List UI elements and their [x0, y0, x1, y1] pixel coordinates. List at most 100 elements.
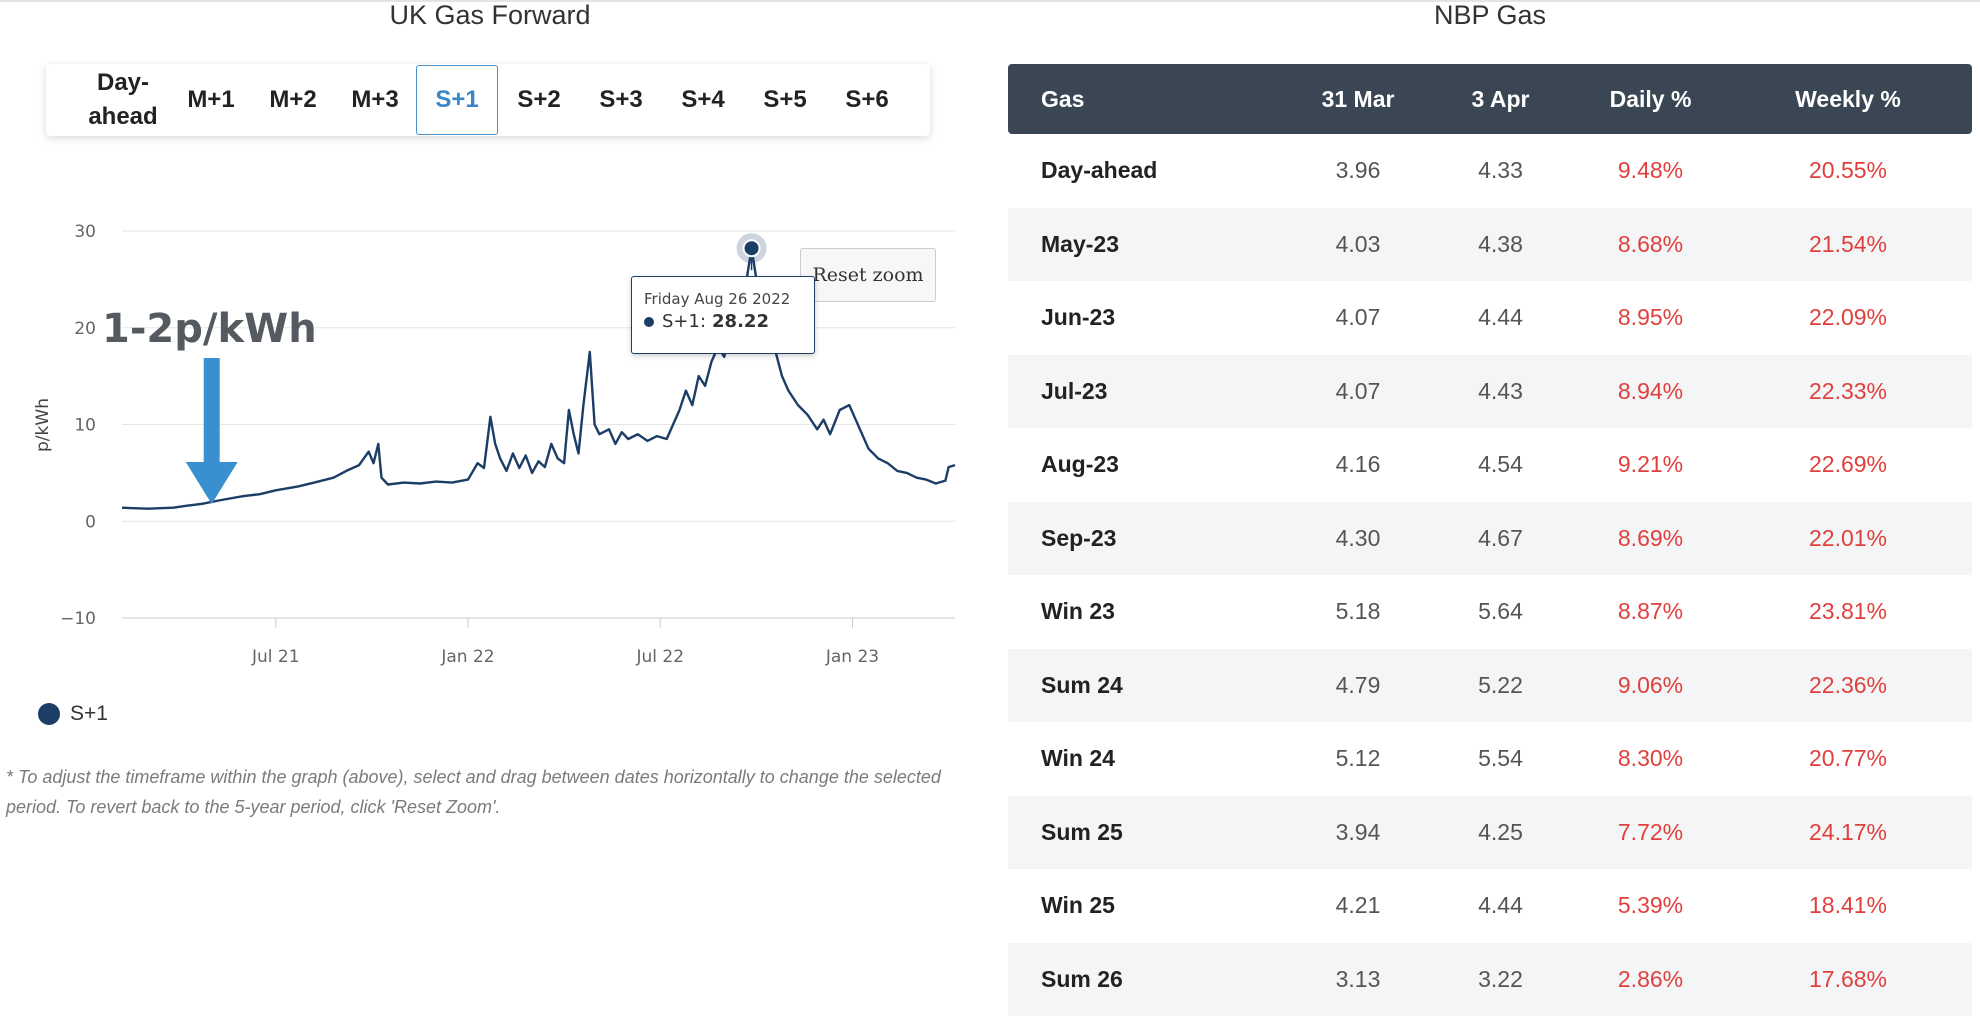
table-row: Win 23 5.18 5.64 8.87% 23.81%: [1008, 575, 1972, 649]
cell-daily-pct: 7.72%: [1617, 818, 1684, 845]
y-tick-label: 0: [85, 512, 96, 532]
cell-daily-pct: 8.68%: [1617, 230, 1684, 257]
tab-s-4[interactable]: S+4: [681, 86, 725, 113]
cell-value-1: 5.18: [1335, 598, 1381, 625]
cell-value-2: 4.33: [1478, 157, 1523, 184]
cell-weekly-pct: 22.36%: [1808, 671, 1887, 698]
cell-value-2: 4.44: [1478, 892, 1523, 919]
table-row: Win 25 4.21 4.44 5.39% 18.41%: [1008, 869, 1972, 943]
cell-value-2: 4.43: [1478, 377, 1523, 404]
cell-value-2: 4.54: [1478, 451, 1523, 478]
legend-label[interactable]: S+1: [70, 702, 108, 725]
reset-zoom-button[interactable]: Reset zoom: [800, 248, 936, 302]
cell-value-1: 4.07: [1335, 377, 1381, 404]
chart-area[interactable]: 30 20 10 0 −10 Jul 21 Jan 22 Jul 22 Jan 23 p/kWh: [0, 140, 980, 780]
cell-contract: Jul-23: [1041, 377, 1108, 404]
x-tick-label: Jan 23: [825, 647, 879, 667]
tab-day-ahead[interactable]: Day-ahead: [88, 69, 158, 130]
cell-contract: May-23: [1041, 230, 1119, 257]
top-rule: [0, 0, 1980, 2]
cell-value-1: 4.30: [1335, 524, 1381, 551]
tab-s-1[interactable]: S+1: [416, 65, 498, 135]
tooltip-row: S+1: 28.22: [644, 309, 814, 335]
table-row: Jun-23 4.07 4.44 8.95% 22.09%: [1008, 281, 1972, 355]
cell-daily-pct: 9.06%: [1617, 671, 1684, 698]
cell-daily-pct: 9.48%: [1617, 157, 1684, 184]
cell-daily-pct: 9.21%: [1617, 451, 1684, 478]
header-date-1: 31 Mar: [1321, 85, 1395, 112]
cell-value-1: 4.79: [1335, 671, 1381, 698]
chart-tooltip: Friday Aug 26 2022 S+1: 28.22: [631, 276, 815, 354]
legend-dot-icon: [38, 703, 60, 725]
table-header: Gas 31 Mar 3 Apr Daily % Weekly %: [1008, 64, 1972, 134]
cell-value-1: 4.03: [1335, 230, 1381, 257]
table-title: NBP Gas: [1433, 0, 1547, 30]
chart-legend[interactable]: S+1: [38, 702, 108, 726]
contract-tabs: Day-ahead M+1 M+2 M+3 S+1 S+2 S+3 S+4 S+5 S+6: [46, 64, 930, 136]
tooltip-series: S+1:: [662, 311, 707, 332]
cell-contract: Jun-23: [1041, 304, 1116, 331]
cell-value-2: 4.44: [1478, 304, 1523, 331]
table-row: Aug-23 4.16 4.54 9.21% 22.69%: [1008, 428, 1972, 502]
cell-weekly-pct: 20.77%: [1808, 745, 1887, 772]
cell-weekly-pct: 20.55%: [1808, 157, 1887, 184]
cell-contract: Aug-23: [1041, 451, 1119, 478]
x-tick-label: Jul 22: [635, 647, 684, 667]
cell-contract: Sum 24: [1041, 671, 1123, 698]
tab-m-1[interactable]: M+1: [187, 86, 235, 113]
cell-weekly-pct: 18.41%: [1808, 892, 1887, 919]
cell-weekly-pct: 22.01%: [1808, 524, 1887, 551]
cell-daily-pct: 8.95%: [1617, 304, 1684, 331]
cell-contract: Sum 26: [1041, 965, 1123, 992]
line-chart[interactable]: 30 20 10 0 −10 Jul 21 Jan 22 Jul 22 Jan 23 p/kWh: [0, 140, 980, 780]
cell-value-1: 4.16: [1335, 451, 1381, 478]
header-weekly: Weekly %: [1795, 85, 1901, 112]
table-row: May-23 4.03 4.38 8.68% 21.54%: [1008, 207, 1972, 281]
tab-s-5[interactable]: S+5: [763, 86, 807, 113]
cell-daily-pct: 2.86%: [1617, 965, 1684, 992]
cell-contract: Sep-23: [1041, 524, 1117, 551]
tooltip-date: Friday Aug 26 2022: [644, 290, 791, 308]
table-row: Sum 26 3.13 3.22 2.86% 17.68%: [1008, 942, 1972, 1016]
cell-weekly-pct: 24.17%: [1808, 818, 1887, 845]
x-tick-label: Jul 21: [251, 647, 300, 667]
cell-contract: Day-ahead: [1041, 157, 1158, 184]
tab-m-3[interactable]: M+3: [351, 86, 399, 113]
cell-value-2: 5.54: [1478, 745, 1523, 772]
y-tick-label: 10: [74, 416, 96, 436]
series-line-s-1: [121, 247, 956, 510]
cell-contract: Win 23: [1041, 598, 1115, 625]
header-gas: Gas: [1041, 85, 1085, 112]
table-row: Sum 24 4.79 5.22 9.06% 22.36%: [1008, 648, 1972, 722]
y-tick-label: 20: [74, 319, 96, 339]
cell-weekly-pct: 22.69%: [1808, 451, 1887, 478]
tooltip-series-dot: [644, 317, 654, 327]
cell-value-2: 3.22: [1478, 965, 1523, 992]
tab-m-2[interactable]: M+2: [269, 86, 317, 113]
chart-title: UK Gas Forward: [389, 0, 591, 30]
table-row: Jul-23 4.07 4.43 8.94% 22.33%: [1008, 354, 1972, 428]
cell-contract: Sum 25: [1041, 818, 1123, 845]
x-tick-label: Jan 22: [440, 647, 494, 667]
tab-s-6[interactable]: S+6: [845, 86, 889, 113]
table-body: Day-ahead 3.96 4.33 9.48% 20.55% May-23 4.03 4.…: [1008, 134, 1972, 1016]
highlight-point: [742, 239, 761, 258]
cell-value-2: 4.67: [1478, 524, 1523, 551]
annotation-label: 1-2p/kWh: [102, 306, 317, 352]
cell-value-2: 4.25: [1478, 818, 1523, 845]
prices-table: Gas 31 Mar 3 Apr Daily % Weekly % Day-ah…: [1008, 64, 1972, 1016]
header-date-2: 3 Apr: [1471, 85, 1530, 112]
cell-daily-pct: 8.94%: [1617, 377, 1684, 404]
cell-value-1: 5.12: [1335, 745, 1381, 772]
table-row: Sep-23 4.30 4.67 8.69% 22.01%: [1008, 501, 1972, 575]
y-tick-label: 30: [74, 222, 96, 242]
cell-daily-pct: 8.30%: [1617, 745, 1684, 772]
tab-s-3[interactable]: S+3: [599, 86, 643, 113]
cell-weekly-pct: 21.54%: [1808, 230, 1887, 257]
table-row: Win 24 5.12 5.54 8.30% 20.77%: [1008, 722, 1972, 796]
cell-weekly-pct: 23.81%: [1808, 598, 1887, 625]
cell-value-2: 5.64: [1478, 598, 1523, 625]
tab-s-2[interactable]: S+2: [517, 86, 561, 113]
cell-contract: Win 25: [1041, 892, 1115, 919]
